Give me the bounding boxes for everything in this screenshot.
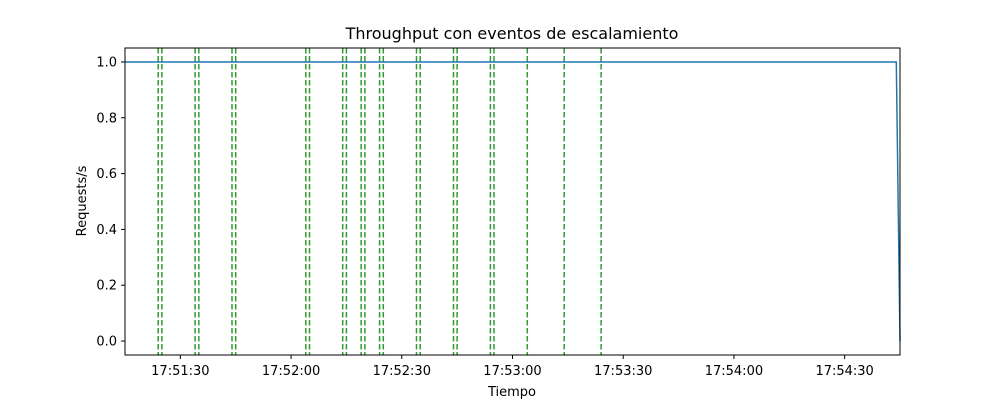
x-tick-label: 17:51:30	[151, 364, 209, 379]
x-tick-label: 17:52:30	[373, 364, 431, 379]
y-axis-label: Requests/s	[75, 165, 90, 236]
y-tick-label: 1.0	[96, 55, 117, 70]
scaling-event-lines	[157, 48, 602, 355]
series-group	[125, 61, 901, 342]
y-tick-label: 0.4	[96, 223, 117, 238]
x-tick-label: 17:53:30	[594, 364, 652, 379]
chart-title: Throughput con eventos de escalamiento	[345, 24, 679, 43]
throughput-series-line	[125, 61, 901, 342]
x-tick-label: 17:54:00	[705, 364, 763, 379]
x-tick-label: 17:54:30	[815, 364, 873, 379]
x-axis-label: Tiempo	[487, 385, 536, 400]
y-tick-label: 0.2	[96, 279, 117, 294]
plot-area-frame	[124, 47, 901, 356]
x-axis-ticks: 17:51:30 17:52:00 17:52:30 17:53:00 17:53:30…	[151, 355, 874, 379]
x-tick-label: 17:52:00	[262, 364, 320, 379]
y-tick-label: 0.6	[96, 167, 117, 182]
y-tick-label: 0.8	[96, 111, 117, 126]
y-tick-label: 0.0	[96, 335, 117, 350]
y-axis-ticks: 0.0 0.2 0.4 0.6 0.8 1.0	[96, 55, 125, 350]
x-tick-label: 17:53:00	[483, 364, 541, 379]
